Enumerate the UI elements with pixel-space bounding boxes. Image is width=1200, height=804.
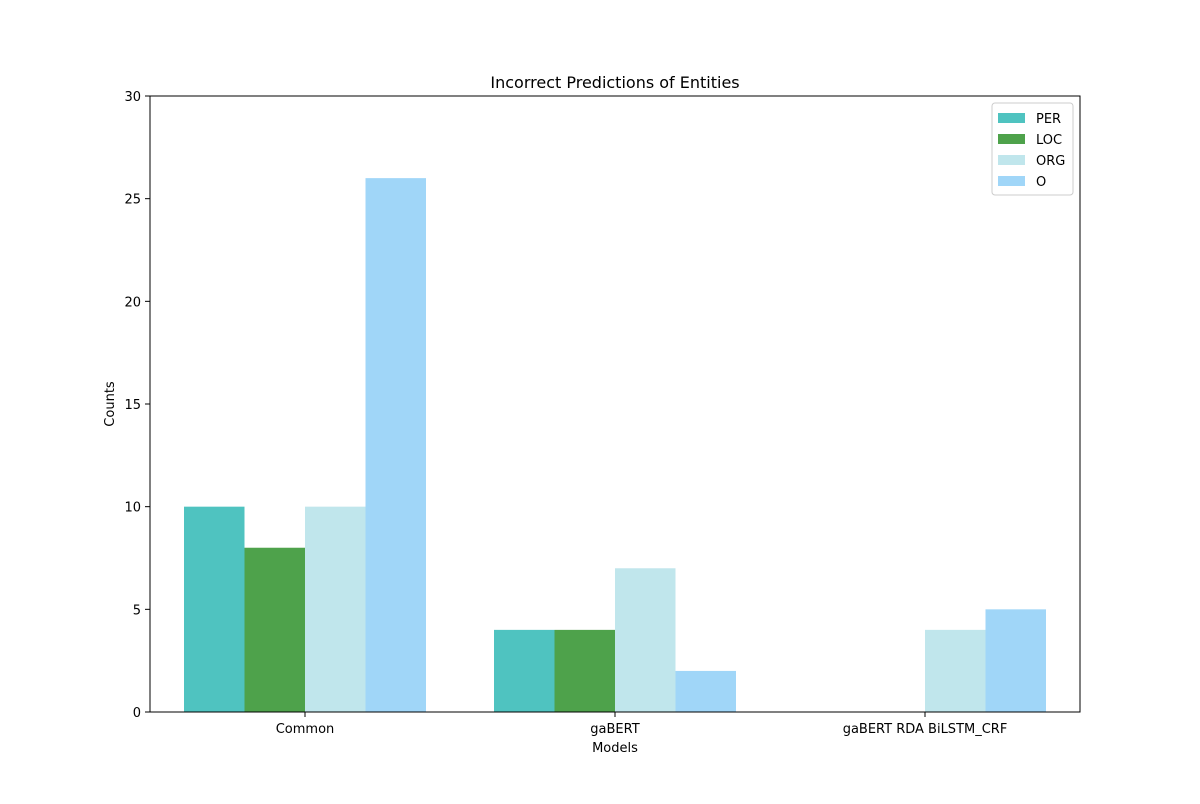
legend-swatch-loc: [998, 134, 1025, 144]
x-tick-label: gaBERT: [590, 722, 639, 737]
bar-loc-0: [244, 547, 305, 712]
x-axis-label: Models: [592, 741, 638, 756]
y-tick-label: 10: [124, 501, 141, 516]
bar-per-0: [184, 506, 245, 712]
bar-org-1: [615, 568, 676, 712]
legend-label-org: ORG: [1036, 154, 1065, 169]
legend-label-loc: LOC: [1036, 133, 1062, 148]
legend-label-per: PER: [1036, 112, 1061, 127]
y-tick-label: 30: [124, 90, 141, 105]
y-tick-label: 5: [133, 603, 141, 618]
legend-swatch-org: [998, 155, 1025, 165]
y-tick-label: 15: [124, 398, 141, 413]
y-tick-label: 25: [124, 193, 141, 208]
axes: 0 5 10 15 20 25 30 Common gaBERT gaBERT RDA BiLST…: [124, 90, 1081, 737]
y-tick-label: 0: [133, 706, 141, 721]
legend-swatch-o: [998, 176, 1025, 186]
plot-area: [184, 178, 1046, 713]
bar-o-0: [365, 178, 426, 713]
y-tick-label: 20: [124, 295, 141, 310]
legend-label-o: O: [1036, 175, 1046, 190]
bar-org-2: [925, 629, 986, 712]
bar-o-1: [675, 670, 736, 712]
bar-o-2: [985, 609, 1046, 712]
legend: PER LOC ORG O: [991, 102, 1074, 196]
legend-box: [991, 102, 1074, 196]
bar-per-1: [494, 629, 555, 712]
bar-loc-1: [554, 629, 615, 712]
y-axis-label: Counts: [103, 381, 118, 427]
x-tick-label: Common: [276, 722, 335, 737]
bar-org-0: [305, 506, 366, 712]
x-tick-label: gaBERT RDA BiLSTM_CRF: [843, 722, 1008, 737]
chart-title: Incorrect Predictions of Entities: [490, 73, 739, 92]
legend-swatch-per: [998, 113, 1025, 123]
